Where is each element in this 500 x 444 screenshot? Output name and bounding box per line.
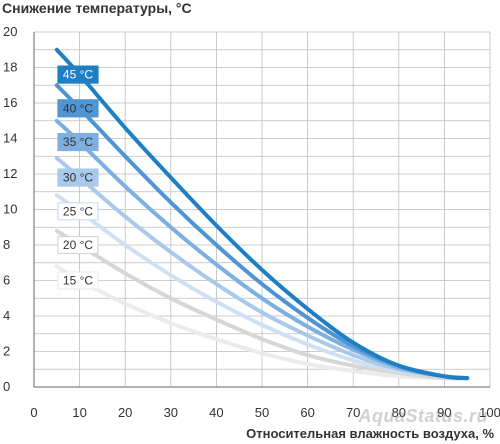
x-tick-label: 10 (72, 405, 86, 420)
y-tick-label: 20 (3, 24, 17, 39)
series-label: 30 °C (57, 168, 99, 187)
series-line (54, 264, 470, 381)
y-tick-label: 2 (3, 344, 10, 359)
y-tick-label: 18 (3, 60, 17, 75)
series-label-text: 20 °C (63, 238, 93, 252)
series-label: 45 °C (57, 65, 99, 84)
series-label-text: 25 °C (63, 204, 93, 218)
series-label-text: 40 °C (63, 101, 93, 115)
x-tick-label: 30 (164, 405, 178, 420)
y-axis-title: Снижение температуры, °C (2, 0, 192, 16)
x-tick-label: 90 (437, 405, 451, 420)
y-tick-label: 14 (3, 131, 17, 146)
series-label-box (57, 168, 99, 187)
series-label-box (57, 235, 99, 255)
x-axis-title: Относительная влажность воздуха, % (246, 426, 494, 441)
series-lines (54, 47, 470, 381)
y-tick-label: 10 (3, 202, 17, 217)
series-label: 40 °C (57, 99, 99, 118)
series-label-text: 15 °C (63, 274, 93, 288)
x-tick-label: 70 (346, 405, 360, 420)
series-label-text: 35 °C (63, 135, 93, 149)
x-tick-label: 100 (479, 405, 500, 420)
y-tick-label: 4 (3, 308, 10, 323)
series-label-box (57, 271, 99, 290)
series-label: 20 °C (57, 235, 99, 255)
series-label-text: 30 °C (63, 171, 93, 185)
x-tick-label: 60 (300, 405, 314, 420)
series-label-text: 45 °C (63, 68, 93, 82)
y-tick-label: 16 (3, 95, 17, 110)
y-tick-label: 0 (3, 379, 10, 394)
series-label: 15 °C (57, 271, 99, 290)
x-tick-label: 40 (209, 405, 223, 420)
series-label: 35 °C (57, 132, 99, 152)
series-label-box (57, 65, 99, 84)
series-label-box (57, 132, 99, 152)
grid (34, 31, 491, 387)
watermark: AquaStatus.ru (358, 406, 488, 426)
x-tick-label: 80 (392, 405, 406, 420)
series-line (54, 47, 470, 381)
y-tick-label: 6 (3, 273, 10, 288)
x-tick-label: 20 (118, 405, 132, 420)
series-label-box (57, 202, 99, 221)
series-labels: 15 °C 20 °C 25 °C 30 °C 35 °C 40 °C 45 °C (57, 65, 99, 290)
y-tick-label: 12 (3, 166, 17, 181)
x-tick-label: 50 (255, 405, 269, 420)
x-tick-label: 0 (30, 405, 37, 420)
y-tick-label: 8 (3, 237, 10, 252)
axes: 0 10 20 30 40 50 60 70 80 90 100 0 2 4 6 8 10 12 14 16 18 20 (3, 24, 500, 420)
series-label: 25 °C (57, 202, 99, 221)
series-label-box (57, 99, 99, 118)
